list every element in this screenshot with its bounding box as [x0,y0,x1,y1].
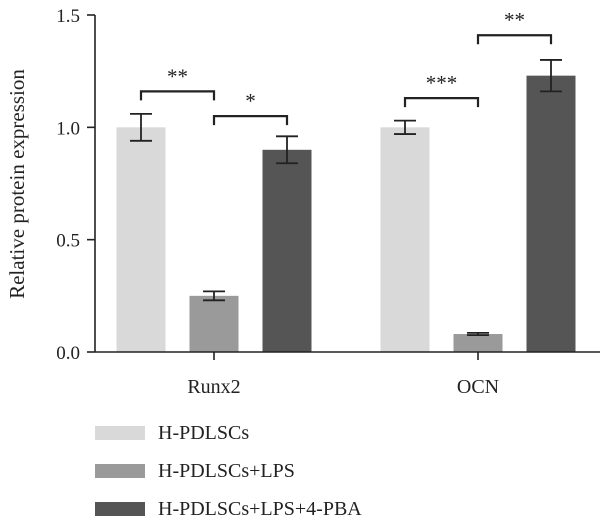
error-bars-layer [130,59,562,337]
axes-layer: Relative protein expression 0.0 0.5 1.0 1.5… [5,6,600,398]
significance-label-1: * [245,89,256,113]
y-tick-label-3: 1.5 [56,6,80,27]
significance-label-2: *** [426,71,458,95]
y-tick-label-1: 0.5 [56,231,80,252]
bar-ocn-series-0 [380,127,430,352]
significance-bracket-2 [403,97,480,108]
bar-runx2-series-1 [189,295,239,352]
bar-ocn-series-2 [526,75,576,352]
significance-label-0: ** [167,64,188,88]
legend-swatch-0 [95,426,145,440]
significance-bracket-1 [212,115,289,126]
significance-label-3: ** [504,8,525,32]
significance-bracket-0 [139,90,216,101]
bar-runx2-series-2 [262,149,312,352]
legend-swatch-2 [95,502,145,516]
significance-layer: ******** [139,8,553,126]
y-axis-title: Relative protein expression [5,69,29,299]
category-label-runx2: Runx2 [187,376,240,398]
significance-bracket-3 [476,34,553,45]
bar-ocn-series-1 [453,334,503,352]
legend: H-PDLSCs H-PDLSCs+LPS H-PDLSCs+LPS+4-PBA [95,422,362,520]
y-tick-label-0: 0.0 [56,343,80,364]
category-label-ocn: OCN [457,376,499,398]
legend-label-2: H-PDLSCs+LPS+4-PBA [158,498,362,520]
legend-label-0: H-PDLSCs [158,422,249,444]
bar-runx2-series-0 [116,127,166,352]
legend-label-1: H-PDLSCs+LPS [158,460,295,482]
bars-layer [116,75,576,352]
y-tick-label-2: 1.0 [56,118,80,139]
legend-swatch-1 [95,464,145,478]
